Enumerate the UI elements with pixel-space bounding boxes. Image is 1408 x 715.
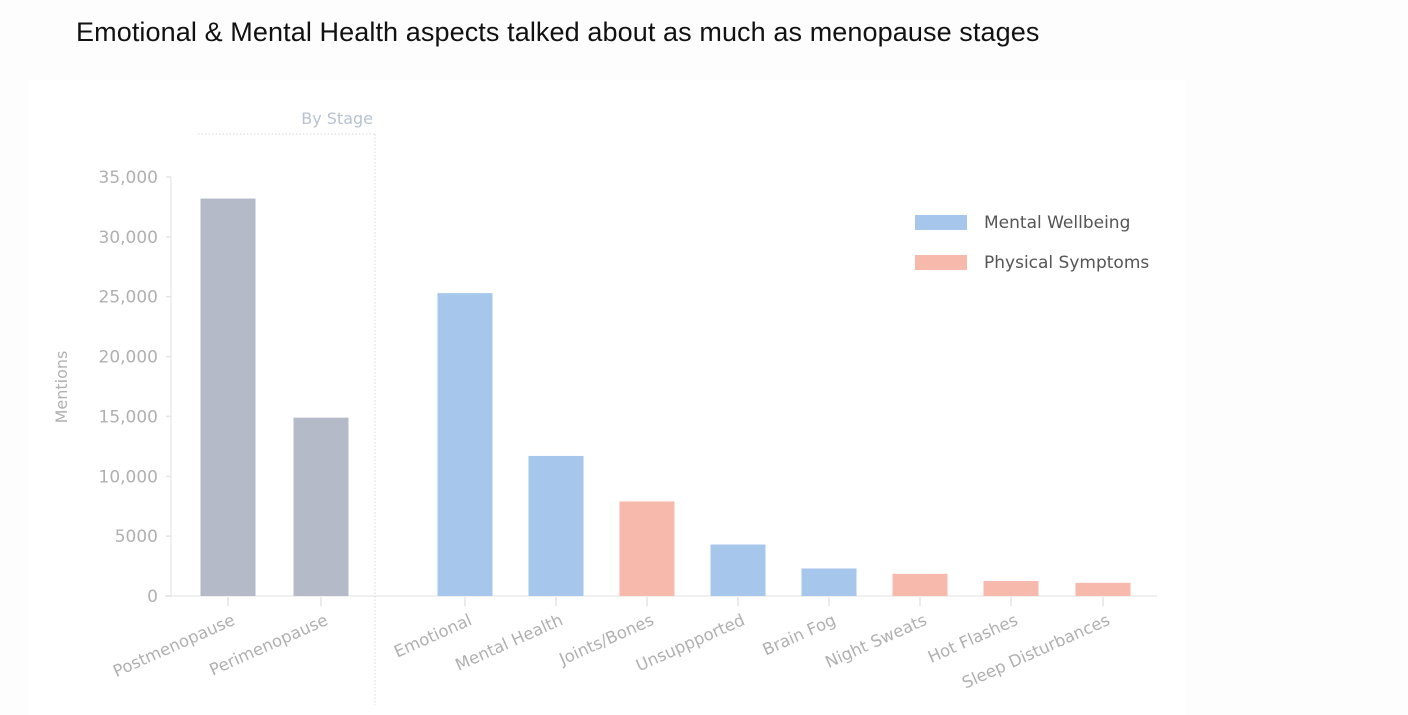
y-axis-title: Mentions (52, 351, 71, 424)
y-tick-label: 15,000 (99, 407, 158, 427)
bar-brain-fog (801, 568, 857, 596)
bar-unsuppported (710, 544, 766, 596)
bar-perimenopause (293, 417, 349, 596)
y-tick-label: 35,000 (99, 168, 158, 188)
y-tick-label: 10,000 (99, 467, 158, 487)
bar-emotional (437, 293, 493, 596)
legend-label-physical: Physical Symptoms (984, 253, 1149, 273)
chart-subtitle: Emotional & Mental Health aspects talked… (76, 17, 1040, 47)
bars (200, 198, 1131, 596)
legend-label-mental: Mental Wellbeing (984, 213, 1130, 233)
legend: Mental Wellbeing Physical Symptoms (915, 213, 1149, 273)
legend-swatch-mental (915, 215, 967, 230)
bar-sleep-disturbances (1075, 582, 1131, 596)
y-tick-label: 25,000 (99, 288, 158, 308)
y-tick-label: 30,000 (99, 228, 158, 248)
legend-swatch-physical (915, 255, 967, 270)
y-tick-label: 5000 (115, 527, 158, 547)
bar-mental-health (528, 455, 584, 596)
bar-night-sweats (892, 573, 948, 596)
bar-postmenopause (200, 198, 256, 596)
axes: 0 5000 10,000 15,000 20,000 25,000 30,000 35,00… (52, 109, 1157, 705)
group-label-by-stage: By Stage (301, 109, 373, 128)
y-tick-label: 20,000 (99, 348, 158, 368)
y-tick-label: 0 (147, 587, 158, 607)
bar-joints-bones (619, 501, 675, 596)
bar-hot-flashes (983, 581, 1039, 596)
